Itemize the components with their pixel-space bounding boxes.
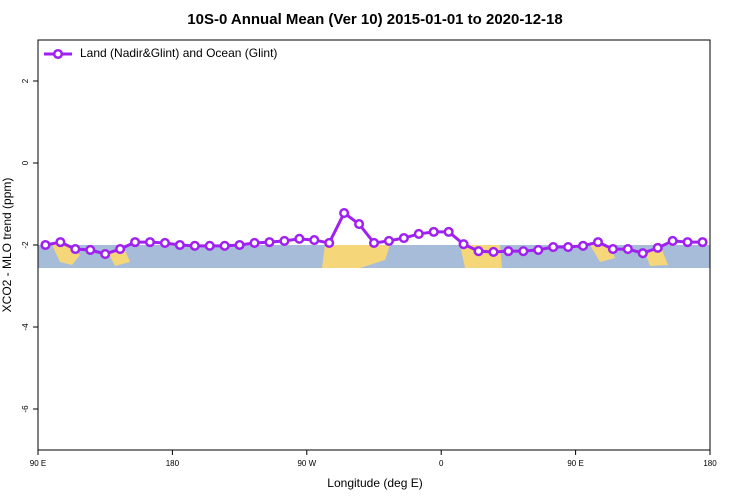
x-axis-label: Longitude (deg E) [327,476,422,490]
data-point [204,240,215,251]
data-point [100,248,111,260]
data-point [55,237,66,248]
x-tick-label: 0 [439,459,444,468]
y-axis-label: XCO2 - MLO trend (ppm) [0,178,14,313]
y-tick-label: -6 [21,405,30,413]
x-tick-label: 180 [166,459,180,468]
data-point [174,239,185,251]
data-point [115,244,126,255]
data-point [339,207,350,219]
data-point [130,237,141,248]
data-point [70,244,81,255]
data-point [637,248,648,259]
data-point [398,232,409,244]
x-tick-label: 90 W [297,459,316,468]
data-point [428,226,439,237]
data-point [697,237,708,248]
data-point [85,244,96,255]
data-point [413,228,424,239]
data-point [607,244,618,255]
data-point [473,246,484,257]
x-tick-label: 180 [703,459,717,468]
data-point [309,235,320,246]
legend-label: Land (Nadir&Glint) and Ocean (Glint) [80,46,277,60]
data-point [234,239,245,251]
data-point [622,244,633,255]
x-tick-label: 90 E [567,459,583,468]
data-point [503,246,514,257]
data-point [667,235,678,246]
y-tick-label: -4 [21,323,30,331]
data-point [578,240,589,251]
map-land [322,245,390,268]
y-tick-label: 2 [21,78,30,83]
data-point [159,237,170,248]
data-point [368,237,380,248]
data-point [488,246,499,258]
data-point [40,239,51,251]
map-land [645,250,668,266]
x-tick-label: 90 E [30,459,46,468]
y-tick-label: 0 [21,160,30,165]
data-point [249,237,260,248]
data-point [533,244,544,255]
data-point [219,240,230,251]
data-point [652,242,663,253]
legend-swatch [52,48,64,60]
data-point [324,237,335,248]
data-point [294,233,305,244]
data-point [354,219,365,230]
chart-title: 10S-0 Annual Mean (Ver 10) 2015-01-01 to… [187,11,562,28]
data-point [682,237,693,248]
data-point [383,235,394,246]
y-tick-label: -2 [21,241,30,249]
data-point [264,237,275,248]
data-point [458,239,469,250]
data-point [548,242,559,253]
data-point [443,226,454,237]
data-point [563,242,574,253]
map-land [108,250,130,266]
data-point [592,237,604,248]
data-point [279,235,290,246]
data-point [189,240,200,251]
data-point [518,246,529,257]
data-point [144,237,156,248]
